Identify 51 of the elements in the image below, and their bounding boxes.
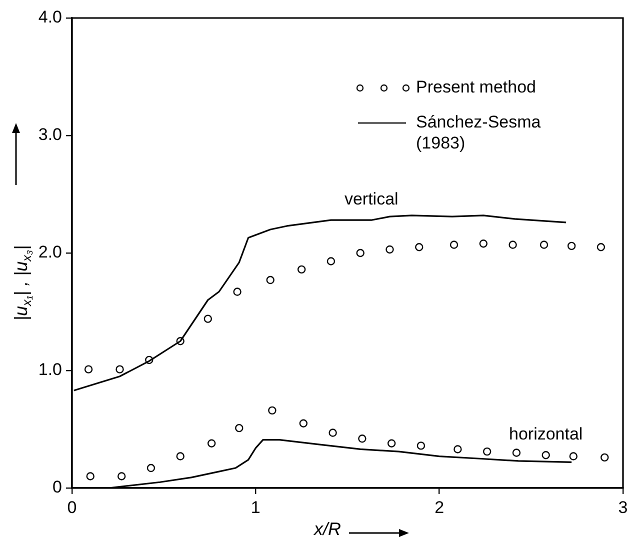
- point: [600, 453, 609, 462]
- x-tick-label: 3: [618, 498, 628, 517]
- annotation: vertical: [344, 189, 398, 208]
- x-tick-label: 0: [67, 498, 77, 517]
- point: [328, 428, 337, 437]
- annotation: horizontal: [509, 424, 583, 444]
- point: [416, 442, 426, 450]
- y-tick-label: 2.0: [38, 242, 62, 262]
- point: [596, 243, 606, 252]
- point: [542, 451, 550, 460]
- point: [116, 365, 124, 374]
- y-axis-title: |ux₁| , |ux₃|: [11, 245, 34, 321]
- point: [207, 439, 216, 448]
- point: [86, 472, 94, 480]
- point: [266, 276, 274, 284]
- y-tick-label: 4.0: [38, 8, 62, 27]
- point: [145, 356, 154, 364]
- x-axis-title: x/R: [313, 519, 341, 539]
- point: [176, 337, 184, 346]
- point: [356, 248, 364, 258]
- point: [540, 240, 548, 249]
- point: [415, 243, 424, 252]
- x-tick-label: 2: [434, 498, 444, 517]
- y-tick-label: 3.0: [38, 125, 62, 144]
- point: [268, 406, 276, 415]
- point: [204, 314, 212, 323]
- point: [176, 452, 184, 460]
- point: [326, 257, 336, 266]
- point: [479, 240, 488, 248]
- x-tick-label: 1: [250, 498, 260, 517]
- point: [84, 365, 93, 374]
- point: [454, 445, 462, 454]
- point: [299, 419, 308, 428]
- point: [508, 240, 517, 249]
- point: [117, 472, 126, 480]
- point: [146, 464, 156, 472]
- point: [297, 265, 306, 274]
- point: [450, 240, 458, 249]
- y-tick-label: 1.0: [38, 360, 62, 380]
- point: [512, 448, 521, 457]
- point: [233, 288, 242, 296]
- legend-label: Present method: [416, 78, 536, 97]
- point: [482, 447, 492, 456]
- point: [569, 452, 578, 460]
- legend-label: Sánchez-Sesma (1983): [416, 112, 542, 153]
- point: [567, 242, 576, 250]
- point: [235, 424, 244, 432]
- point: [387, 439, 396, 448]
- point: [358, 434, 366, 443]
- point: [386, 245, 394, 254]
- y-tick-label: 0: [52, 478, 62, 497]
